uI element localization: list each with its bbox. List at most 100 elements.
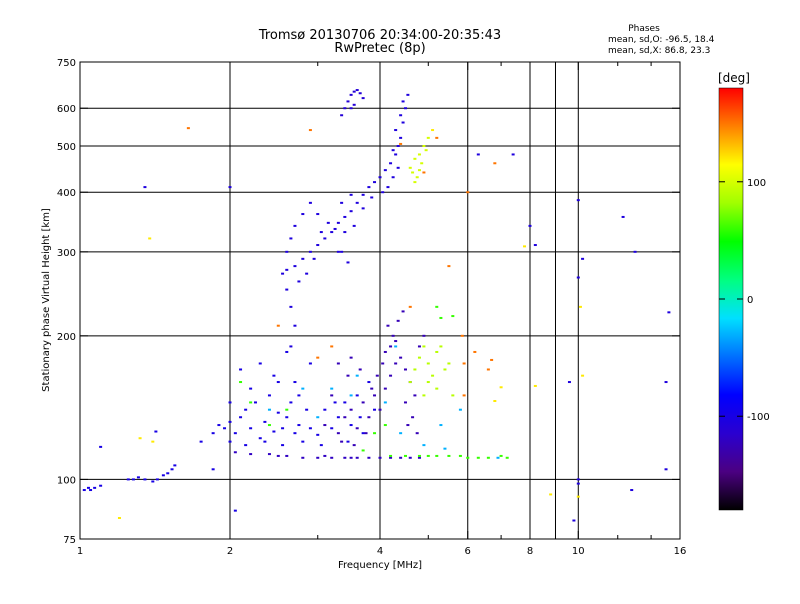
data-point xyxy=(443,447,447,450)
data-point xyxy=(533,384,537,387)
data-point xyxy=(308,362,312,365)
data-point xyxy=(293,224,297,227)
data-point xyxy=(386,324,390,327)
data-point xyxy=(386,186,390,189)
data-point xyxy=(349,408,353,411)
data-point xyxy=(276,381,280,384)
chart-title: Tromsø 20130706 20:34:00-20:35:43 xyxy=(258,28,501,43)
data-point xyxy=(319,231,323,234)
data-point xyxy=(297,280,301,283)
data-point xyxy=(349,93,353,96)
data-point xyxy=(233,451,237,454)
data-point xyxy=(476,456,480,459)
data-point xyxy=(131,478,135,481)
data-point xyxy=(466,191,470,194)
data-point xyxy=(349,456,353,459)
data-point xyxy=(439,424,443,427)
data-point xyxy=(399,456,403,459)
data-point xyxy=(358,368,362,371)
data-point xyxy=(373,432,377,435)
data-point xyxy=(323,454,327,457)
data-point xyxy=(383,387,387,390)
data-point xyxy=(239,368,243,371)
data-point xyxy=(361,449,365,452)
data-point xyxy=(389,454,393,457)
colorbar-tick-label: 0 xyxy=(747,295,753,306)
data-point xyxy=(346,100,350,103)
data-point xyxy=(490,358,494,361)
data-point xyxy=(285,250,289,253)
data-point xyxy=(415,432,419,435)
data-point xyxy=(426,362,430,365)
data-point xyxy=(272,374,276,377)
data-point xyxy=(499,454,503,457)
data-point xyxy=(394,129,398,132)
data-point xyxy=(576,482,580,485)
data-point xyxy=(389,456,393,459)
data-point xyxy=(305,408,309,411)
data-point xyxy=(285,268,289,271)
data-point xyxy=(308,250,312,253)
data-point xyxy=(312,257,316,260)
data-point xyxy=(117,517,121,520)
data-point xyxy=(323,424,327,427)
data-point xyxy=(439,316,443,319)
data-point xyxy=(239,381,243,384)
data-point xyxy=(297,424,301,427)
data-point xyxy=(581,374,585,377)
data-point xyxy=(403,368,407,371)
data-point xyxy=(336,250,340,253)
data-point xyxy=(447,454,451,457)
x-axis-label: Frequency [MHz] xyxy=(338,560,422,571)
data-point xyxy=(330,394,334,397)
data-point xyxy=(528,224,532,227)
data-point xyxy=(383,350,387,353)
x-tick-label: 16 xyxy=(674,546,687,557)
stats-heading: Phases xyxy=(628,24,660,34)
data-point xyxy=(399,432,403,435)
data-point xyxy=(285,416,289,419)
data-point xyxy=(138,437,142,440)
data-point xyxy=(293,432,297,435)
data-point xyxy=(289,237,293,240)
data-point xyxy=(391,176,395,179)
data-point xyxy=(308,427,312,430)
data-point xyxy=(349,424,353,427)
data-point xyxy=(267,394,271,397)
data-point xyxy=(343,107,347,110)
data-point xyxy=(267,424,271,427)
data-point xyxy=(355,394,359,397)
data-point xyxy=(285,350,289,353)
data-point xyxy=(431,374,435,377)
data-point xyxy=(349,356,353,359)
data-point xyxy=(99,484,103,487)
data-point xyxy=(352,90,356,93)
data-point xyxy=(154,430,158,433)
data-point xyxy=(289,305,293,308)
y-tick-label: 75 xyxy=(63,535,76,546)
data-point xyxy=(413,181,417,184)
data-point xyxy=(417,153,421,156)
data-point xyxy=(281,444,285,447)
data-point xyxy=(413,368,417,371)
x-tick-label: 2 xyxy=(227,546,233,557)
data-point xyxy=(143,478,147,481)
data-point xyxy=(422,394,426,397)
data-point xyxy=(293,324,297,327)
data-point xyxy=(435,387,439,390)
data-point xyxy=(340,114,344,117)
y-tick-label: 100 xyxy=(57,475,76,486)
chart-subtitle: RwPretec (8p) xyxy=(334,41,425,56)
data-point xyxy=(383,169,387,172)
data-point xyxy=(173,464,177,467)
data-point xyxy=(267,453,271,456)
data-point xyxy=(435,350,439,353)
data-point xyxy=(305,272,309,275)
y-axis-label: Stationary phase Virtual Height [km] xyxy=(41,208,52,392)
data-point xyxy=(358,92,362,95)
data-point xyxy=(462,362,466,365)
data-point xyxy=(361,193,365,196)
data-point xyxy=(426,381,430,384)
data-point xyxy=(424,149,428,152)
